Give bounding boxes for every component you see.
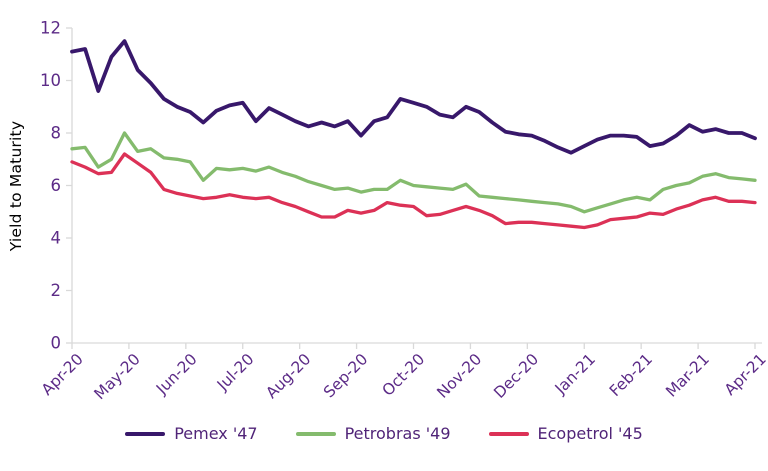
x-tick-label: Mar-21 (662, 350, 713, 401)
x-tick-label: Sep-20 (320, 350, 371, 401)
legend-item-ecopetrol: Ecopetrol '45 (488, 424, 643, 443)
petrobras-line-swatch (295, 431, 336, 436)
legend: Pemex '47 Petrobras '49 Ecopetrol '45 (0, 424, 768, 443)
x-tick-label: Apr-21 (721, 350, 768, 399)
ecopetrol-45-line (70, 152, 757, 230)
legend-item-petrobras: Petrobras '49 (295, 424, 451, 443)
x-tick-label: Jul-20 (213, 350, 258, 395)
y-tick-label: 12 (40, 19, 61, 38)
y-tick-label: 0 (51, 334, 62, 353)
ecopetrol-line-swatch (488, 431, 529, 436)
petrobras-49-line (70, 131, 757, 214)
legend-item-pemex: Pemex '47 (125, 424, 258, 443)
line-chart: 0 2 4 6 8 10 12 Apr-20 May-20 Jun-20 Jul-20 Aug-20 S… (38, 19, 768, 404)
pemex-47-line (70, 39, 757, 155)
x-tick-label: Oct-20 (379, 350, 429, 400)
y-tick-label: 4 (51, 229, 62, 248)
y-tick-label: 6 (51, 176, 62, 195)
legend-label-petrobras: Petrobras '49 (344, 424, 451, 443)
x-tick-label: Jun-20 (152, 350, 200, 398)
x-tick-label: Nov-20 (434, 350, 486, 402)
x-tick-label: Jan-21 (551, 350, 599, 398)
x-tick-label: Aug-20 (262, 350, 314, 402)
x-tick-label: May-20 (91, 350, 144, 403)
x-tick-label: Feb-21 (606, 350, 656, 400)
x-tick-label: Dec-20 (490, 350, 542, 402)
y-tick-label: 2 (51, 281, 62, 300)
y-axis-title: Yield to Maturity (7, 120, 25, 252)
pemex-line-swatch (125, 431, 166, 436)
x-tick-label: Apr-20 (38, 350, 87, 399)
legend-label-ecopetrol: Ecopetrol '45 (537, 424, 643, 443)
legend-label-pemex: Pemex '47 (174, 424, 258, 443)
y-tick-label: 10 (40, 71, 61, 90)
y-tick-label: 8 (51, 124, 62, 143)
